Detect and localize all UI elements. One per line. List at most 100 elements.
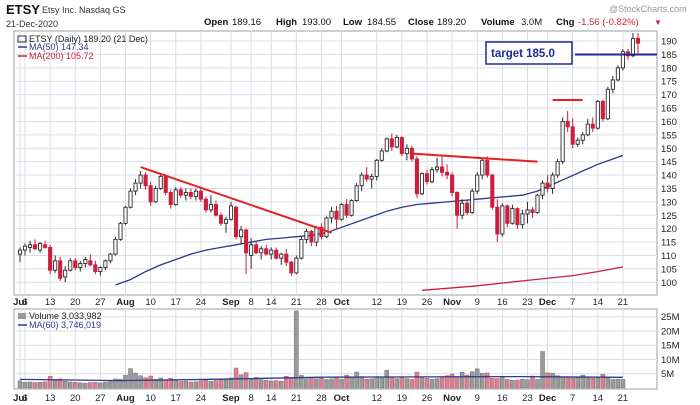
volume-bar — [103, 381, 108, 389]
candle — [364, 167, 369, 182]
volume-bar — [560, 377, 565, 389]
candle — [22, 243, 28, 256]
candle — [223, 216, 229, 233]
candle — [585, 118, 590, 137]
trendline — [411, 152, 538, 163]
close-value: 189.20 — [437, 17, 466, 28]
watermark: @StockCharts.com — [609, 4, 687, 14]
volume-bar — [22, 382, 28, 389]
volume-bar — [485, 372, 490, 389]
x-tick-label: 19 — [397, 393, 408, 404]
volume-bar — [238, 374, 244, 389]
volume-bar — [449, 373, 455, 389]
volume-bar — [399, 377, 405, 389]
candle-body — [334, 210, 339, 220]
x-tick-label: 13 — [45, 297, 56, 308]
candle — [374, 158, 379, 181]
company-name: Etsy Inc. Nasdaq GS — [42, 5, 126, 15]
volume-bar — [495, 378, 500, 389]
volume-tick-label: 20M — [661, 326, 680, 337]
x-tick-label: Aug — [116, 297, 135, 308]
volume-bar — [394, 378, 400, 389]
candle-body — [83, 259, 88, 264]
candle-body — [233, 206, 239, 238]
candle — [530, 207, 535, 218]
candle-body — [118, 222, 123, 240]
candle — [83, 256, 88, 268]
candle-body — [133, 182, 138, 192]
volume-bar — [344, 374, 349, 389]
x-tick-label: 14 — [266, 393, 277, 404]
volume-bar — [37, 382, 43, 389]
volume-bar — [444, 375, 450, 389]
x-tick-label: 23 — [522, 393, 533, 404]
volume-bar — [439, 376, 445, 389]
volume-legend: Volume 3,033,982 MA(60) 3,746,019 — [18, 311, 102, 330]
candle-body — [128, 190, 133, 208]
volume-bar — [153, 379, 158, 389]
volume-bar — [143, 377, 148, 389]
x-tick-label: 9 — [475, 393, 480, 404]
candle — [33, 239, 38, 251]
volume-bars — [17, 310, 626, 389]
price-y-axis: 100 105 110 115 120 125 130 135 140 145 150 155 160 1… — [661, 37, 677, 289]
x-tick-label: Sep — [222, 393, 240, 404]
candle-body — [93, 264, 98, 273]
volume-bar — [83, 382, 88, 389]
price-tick-label: 130 — [661, 197, 677, 208]
candle-body — [600, 100, 605, 120]
candle-body — [304, 230, 309, 240]
candle — [319, 223, 324, 240]
legend-price-swatch — [17, 35, 27, 43]
candle-body — [113, 238, 118, 255]
candle — [113, 236, 118, 256]
candle — [68, 258, 73, 272]
volume-bar — [434, 378, 440, 389]
volume-bar — [223, 379, 229, 389]
candle-body — [630, 37, 636, 57]
volume-bar — [294, 310, 299, 389]
candle — [465, 200, 470, 216]
volume-bar — [118, 378, 123, 389]
volume-bar — [279, 380, 284, 389]
price-tick-label: 175 — [661, 77, 677, 88]
volume-bar — [404, 378, 410, 389]
x-tick-label: 21 — [291, 393, 302, 404]
volume-ma-layer — [19, 375, 623, 382]
candle-body — [369, 175, 374, 180]
candle-body — [27, 244, 33, 248]
candle-body — [183, 192, 188, 196]
candle-body — [344, 204, 349, 216]
candle — [58, 256, 63, 281]
candle — [27, 240, 33, 253]
candle-body — [455, 192, 460, 216]
candle-body — [324, 217, 329, 238]
candle-body — [354, 185, 359, 201]
price-tick-label: 100 — [661, 278, 677, 289]
volume-bar — [610, 379, 616, 389]
volume-bar — [620, 379, 626, 389]
volume-bar — [469, 371, 475, 389]
candle-body — [359, 174, 364, 187]
x-tick-label: Oct — [334, 297, 351, 308]
x-tick-label: 26 — [422, 297, 433, 308]
x-tick-label: 27 — [95, 297, 106, 308]
x-tick-label: 17 — [170, 297, 181, 308]
volume-bar — [339, 378, 344, 389]
legend-price: ETSY (Daily) 189.20 (21 Dec) — [29, 34, 148, 44]
volume-bar — [424, 378, 430, 389]
candle-body — [48, 246, 53, 271]
candle — [404, 144, 409, 161]
price-tick-label: 135 — [661, 184, 677, 195]
volume-bar — [158, 377, 163, 389]
candle-body — [314, 226, 319, 243]
volume-bar — [334, 376, 339, 389]
candle — [188, 188, 193, 200]
volume-bar — [615, 378, 621, 389]
volume-bar — [389, 377, 395, 389]
volume-bar — [208, 381, 214, 389]
candle-body — [274, 249, 279, 259]
volume-tick-label: 5M — [661, 369, 674, 380]
candle — [148, 181, 153, 206]
